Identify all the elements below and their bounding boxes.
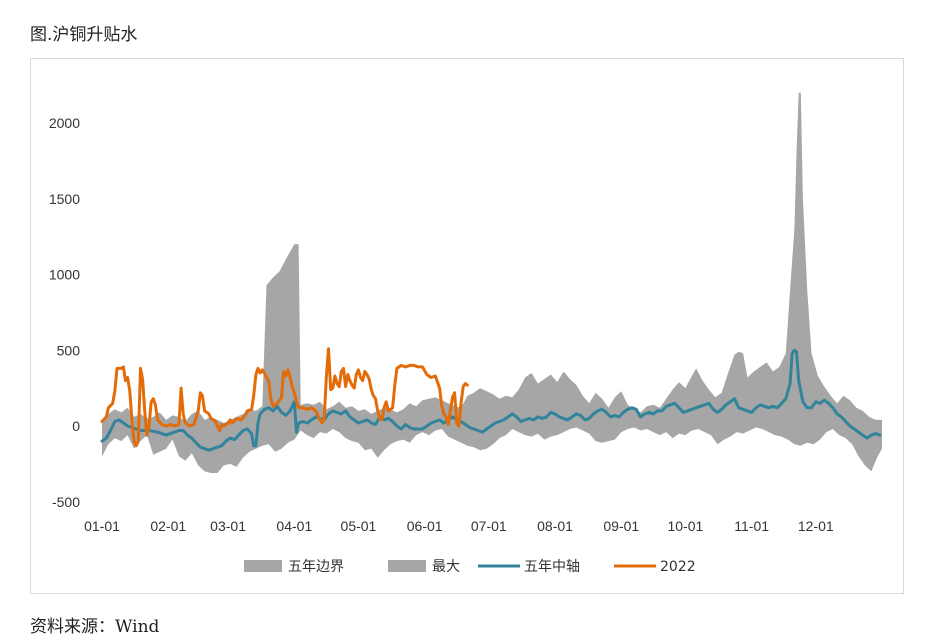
x-tick-label: 04-01 [276,518,312,534]
legend-band-label: 五年边界 [288,559,344,575]
x-tick-label: 08-01 [537,518,573,534]
y-tick-label: 2000 [49,115,80,131]
x-axis-ticks: 01-01 02-01 03-01 04-01 05-01 06-01 07-01 08-01… [84,518,834,534]
x-tick-label: 12-01 [798,518,834,534]
band-area [102,92,882,473]
legend-median-label: 五年中轴 [524,559,580,575]
y-axis-ticks: -500 0 500 1000 1500 2000 [49,115,80,510]
y-tick-label: -500 [52,494,80,510]
chart-title: 图.沪铜升贴水 [30,25,138,45]
legend-max-swatch [388,560,426,572]
y-tick-label: 0 [72,418,80,434]
x-tick-label: 06-01 [407,518,443,534]
source-note: 资料来源：Wind [30,617,160,637]
x-tick-label: 07-01 [471,518,507,534]
legend-band-swatch [244,560,282,572]
legend-max-label: 最大 [432,559,460,575]
x-tick-label: 05-01 [341,518,377,534]
y-tick-label: 1000 [49,267,80,283]
chart-legend: 五年边界 最大 五年中轴 2022 [244,559,696,575]
chart-bands [102,92,882,473]
series-line-2022 [100,347,469,448]
y-tick-label: 1500 [49,191,80,207]
x-tick-label: 01-01 [84,518,120,534]
x-tick-label: 03-01 [210,518,246,534]
y-tick-label: 500 [57,342,81,358]
series-line-median [100,348,882,452]
x-tick-label: 11-01 [734,518,769,534]
legend-2022-label: 2022 [660,559,696,575]
chart-lines [100,347,882,452]
x-tick-label: 10-01 [667,518,703,534]
x-tick-label: 09-01 [603,518,639,534]
chart-frame [30,58,904,594]
x-tick-label: 02-01 [150,518,186,534]
